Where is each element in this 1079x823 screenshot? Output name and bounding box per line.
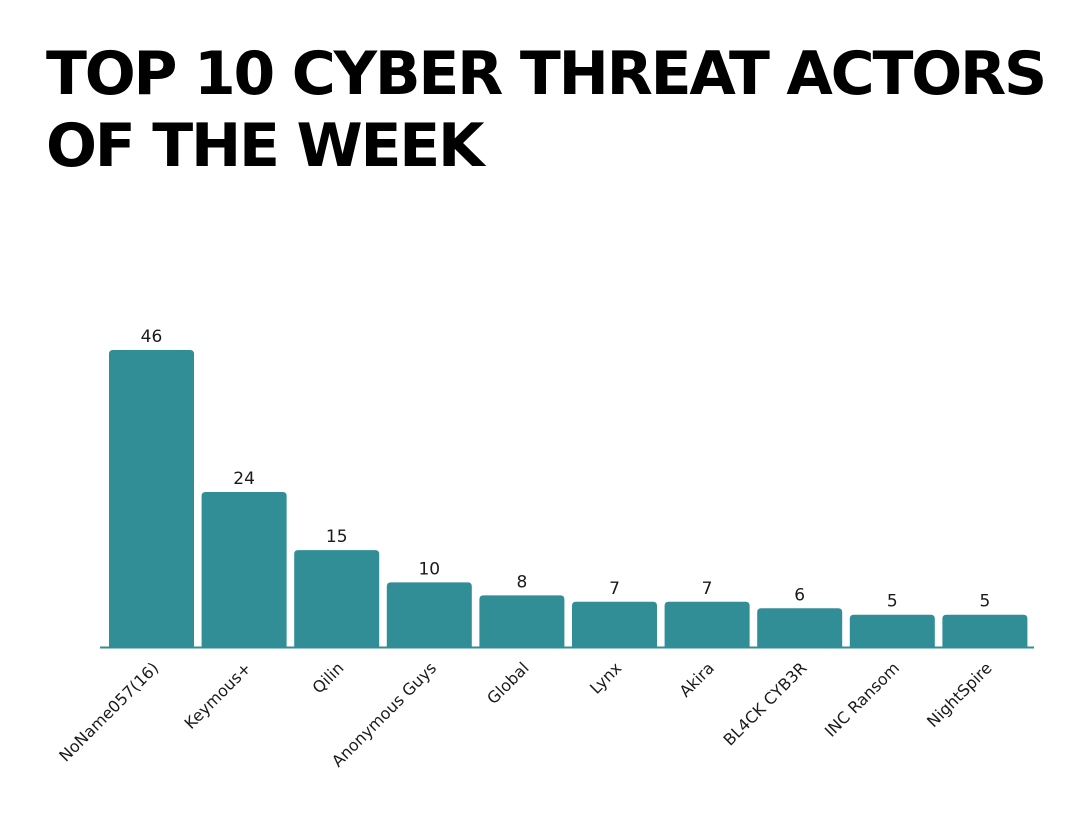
bar-5: [572, 601, 657, 647]
value-label-7: 6: [794, 585, 805, 605]
bar-1: [201, 492, 287, 647]
bar-3: [386, 582, 472, 647]
value-label-4: 8: [516, 572, 527, 592]
category-label-9: NightSpire: [923, 658, 996, 731]
value-label-0: 46: [141, 327, 163, 347]
bar-4: [479, 595, 565, 647]
value-label-5: 7: [609, 579, 620, 599]
bar-2: [294, 550, 380, 647]
bars-group: [109, 350, 1028, 647]
value-label-1: 24: [233, 469, 255, 489]
bar-7: [757, 608, 843, 647]
value-label-6: 7: [702, 579, 713, 599]
category-label-3: Anonymous Guys: [328, 658, 440, 770]
bar-6: [664, 601, 750, 647]
value-labels-group: 46 24 15 10 8 7 7 6 5 5: [141, 327, 991, 612]
category-label-7: BL4CK CYB3R: [719, 658, 810, 749]
value-label-2: 15: [326, 527, 348, 547]
value-label-9: 5: [979, 592, 990, 612]
bar-8: [849, 614, 935, 647]
category-label-8: INC Ransom: [821, 658, 903, 740]
value-label-3: 10: [418, 559, 440, 579]
chart-title: TOP 10 CYBER THREAT ACTORS OF THE WEEK: [46, 39, 1047, 181]
category-label-4: Global: [483, 658, 533, 708]
category-label-5: Lynx: [586, 658, 625, 697]
value-label-8: 5: [887, 592, 898, 612]
bar-9: [942, 614, 1028, 647]
category-label-2: Qilin: [309, 658, 348, 697]
category-label-0: NoName057(16): [55, 658, 162, 765]
category-label-6: Akira: [675, 658, 717, 700]
bar-0: [109, 350, 194, 647]
category-label-1: Keymous+: [180, 658, 254, 732]
